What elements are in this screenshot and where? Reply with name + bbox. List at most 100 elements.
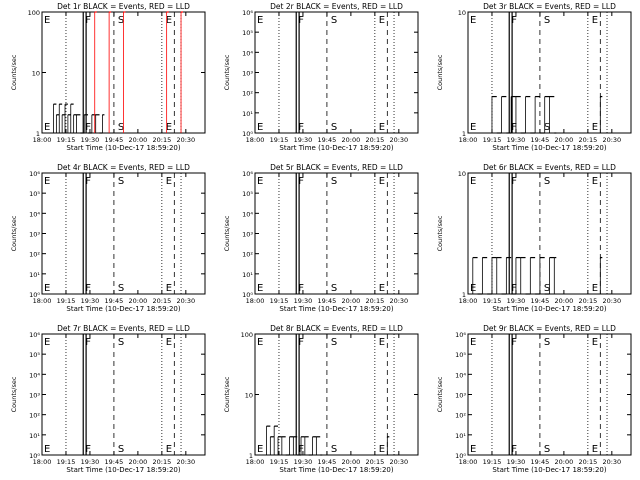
x-axis-label: Start Time (10-Dec-17 18:59:20) [492, 144, 606, 152]
x-tick-label: 19:30 [294, 136, 313, 144]
marker-label: S [118, 176, 124, 187]
y-tick-label: 10 [458, 9, 466, 17]
x-tick-label: 20:30 [602, 458, 621, 466]
x-tick-label: 20:00 [129, 297, 148, 305]
y-tick-label: 10⁶ [242, 9, 253, 17]
marker-label: E [44, 122, 50, 133]
y-tick-label: 10⁶ [242, 170, 253, 178]
y-tick-label: 10⁵ [242, 190, 253, 198]
marker-label: E [257, 283, 263, 294]
x-tick-label: 19:45 [318, 297, 337, 305]
marker-label: E [379, 283, 385, 294]
x-axis-label: Start Time (10-Dec-17 18:59:20) [492, 305, 606, 313]
detector-panel-2: Det 2r BLACK = Events, RED = LLD 10⁰ 10¹ 10… [223, 2, 418, 152]
x-tick-label: 20:15 [152, 297, 171, 305]
series-1 [54, 104, 105, 133]
y-tick-label: 10⁵ [455, 351, 466, 359]
x-tick-label: 18:00 [246, 458, 265, 466]
panel-title: Det 1r BLACK = Events, RED = LLD [57, 2, 190, 11]
marker-label: S [331, 444, 337, 455]
marker-label: E [257, 15, 263, 26]
plot-frame [42, 334, 205, 455]
panel-title: Det 4r BLACK = Events, RED = LLD [57, 163, 190, 172]
x-tick-label: 19:15 [483, 136, 502, 144]
y-tick-label: 10³ [455, 392, 466, 400]
series-1 [267, 426, 390, 455]
marker-label: S [544, 176, 550, 187]
marker-label: E [166, 337, 172, 348]
marker-label: S [544, 15, 550, 26]
panel-title: Det 8r BLACK = Events, RED = LLD [270, 324, 403, 333]
x-tick-label: 19:30 [507, 136, 526, 144]
marker-label: E [592, 283, 598, 294]
x-tick-label: 18:00 [33, 297, 52, 305]
y-tick-label: 10⁴ [242, 49, 253, 57]
marker-label: E [166, 444, 172, 455]
marker-label: F [298, 122, 304, 133]
detector-panel-5: Det 5r BLACK = Events, RED = LLD10⁰10¹10… [223, 163, 418, 313]
y-tick-label: 10 [32, 70, 40, 78]
x-tick-label: 20:15 [365, 297, 384, 305]
marker-label: F [85, 122, 91, 133]
y-tick-label: 100 [241, 331, 253, 339]
x-tick-label: 20:30 [602, 136, 621, 144]
y-tick-label: 10 [458, 170, 466, 178]
x-tick-label: 19:45 [531, 136, 550, 144]
marker-label: E [470, 15, 476, 26]
x-tick-label: 20:00 [342, 458, 361, 466]
x-tick-label: 19:15 [57, 136, 76, 144]
x-tick-label: 20:15 [578, 458, 597, 466]
x-axis-label: Start Time (10-Dec-17 18:59:20) [66, 144, 180, 152]
y-axis-label: Counts/sec [436, 54, 444, 90]
y-tick-label: 10⁴ [455, 371, 466, 379]
marker-label: E [44, 15, 50, 26]
marker-label: E [44, 283, 50, 294]
x-tick-label: 20:00 [555, 136, 574, 144]
marker-label: F [511, 337, 517, 348]
marker-label: E [379, 15, 385, 26]
x-tick-label: 19:15 [483, 297, 502, 305]
y-tick-label: 10² [242, 251, 253, 259]
marker-label: E [379, 122, 385, 133]
series-1 [473, 258, 603, 294]
x-tick-label: 20:00 [129, 136, 148, 144]
marker-label: S [118, 283, 124, 294]
x-tick-label: 19:45 [531, 458, 550, 466]
x-tick-label: 20:30 [389, 297, 408, 305]
x-tick-label: 20:30 [602, 297, 621, 305]
x-tick-label: 19:45 [105, 458, 124, 466]
marker-label: E [592, 176, 598, 187]
x-tick-label: 19:45 [105, 297, 124, 305]
x-tick-label: 18:00 [459, 458, 478, 466]
marker-label: S [544, 444, 550, 455]
y-tick-label: 10⁵ [29, 351, 40, 359]
x-axis-label: Start Time (10-Dec-17 18:59:20) [66, 305, 180, 313]
y-tick-label: 10³ [242, 231, 253, 239]
y-axis-label: Counts/sec [223, 376, 231, 412]
marker-label: F [85, 15, 91, 26]
marker-label: E [379, 444, 385, 455]
y-tick-label: 10¹ [29, 432, 40, 440]
marker-label: F [298, 15, 304, 26]
panel-title: Det 3r BLACK = Events, RED = LLD [483, 2, 616, 11]
marker-label: E [592, 444, 598, 455]
marker-label: F [511, 176, 517, 187]
y-tick-label: 10³ [242, 70, 253, 78]
x-tick-label: 20:15 [578, 297, 597, 305]
marker-label: F [298, 283, 304, 294]
x-tick-label: 19:45 [105, 136, 124, 144]
x-tick-label: 20:15 [152, 136, 171, 144]
detector-panel-8: Det 8r BLACK = Events, RED = LLD 1 10 100 Co… [223, 324, 418, 474]
x-axis-label: Start Time (10-Dec-17 18:59:20) [279, 466, 393, 474]
x-axis-label: Start Time (10-Dec-17 18:59:20) [279, 144, 393, 152]
marker-label: E [379, 176, 385, 187]
marker-label: S [331, 176, 337, 187]
x-axis-label: Start Time (10-Dec-17 18:59:20) [279, 305, 393, 313]
x-tick-label: 20:00 [555, 458, 574, 466]
x-tick-label: 19:15 [57, 297, 76, 305]
marker-label: F [85, 176, 91, 187]
x-tick-label: 20:00 [555, 297, 574, 305]
y-axis-label: Counts/sec [436, 215, 444, 251]
y-tick-label: 10² [29, 251, 40, 259]
marker-label: E [166, 283, 172, 294]
